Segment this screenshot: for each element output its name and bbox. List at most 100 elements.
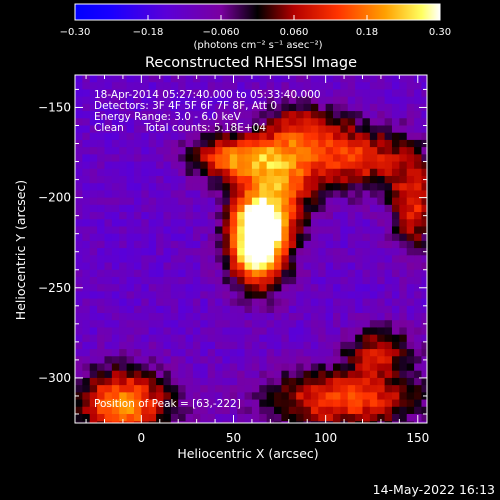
heatmap-cell [170,341,179,350]
heatmap-cell [156,298,165,307]
heatmap-cell [369,82,378,91]
heatmap-cell [185,233,194,242]
heatmap-cell [288,103,297,112]
heatmap-cell [215,204,224,213]
heatmap-cell [347,233,356,242]
heatmap-cell [119,154,128,163]
heatmap-cell [170,356,179,365]
heatmap-cell [340,320,349,329]
heatmap-cell [421,240,427,249]
heatmap-cell [303,219,312,228]
heatmap-cell [82,399,91,408]
heatmap-cell [170,349,179,357]
heatmap-cell [89,356,98,365]
heatmap-cell [222,320,231,329]
heatmap-cell [414,377,423,386]
heatmap-cell [192,96,201,105]
heatmap-cell [318,363,327,372]
heatmap-cell [414,82,423,91]
heatmap-cell [82,385,91,393]
heatmap-cell [244,356,253,365]
heatmap-cell [421,341,427,350]
heatmap-cell [141,276,150,285]
heatmap-cell [97,356,106,365]
heatmap-cell [266,212,275,220]
heatmap-cell [391,118,400,127]
heatmap-cell [369,334,378,343]
heatmap-cell [207,276,216,285]
heatmap-cell [163,370,172,379]
heatmap-cell [296,89,305,98]
heatmap-cell [288,413,297,422]
heatmap-cell [355,276,364,285]
heatmap-cell [89,334,98,343]
heatmap-cell [259,125,268,134]
heatmap-cell [185,248,194,256]
heatmap-cell [89,154,98,163]
heatmap-cell [97,327,106,336]
heatmap-cell [148,139,157,148]
heatmap-cell [133,262,142,271]
heatmap-cell [377,341,386,350]
heatmap-cell [178,363,187,372]
heatmap-cell [200,161,209,170]
heatmap-cell [399,262,408,271]
heatmap-cell [303,298,312,307]
heatmap-cell [156,175,165,184]
heatmap-cell [325,226,334,235]
heatmap-cell [362,132,371,141]
heatmap-cell [288,118,297,127]
heatmap-cell [237,183,246,191]
heatmap-cell [274,111,283,119]
heatmap-cell [288,197,297,206]
heatmap-cell [111,75,120,83]
heatmap-cell [89,161,98,170]
heatmap-cell [259,377,268,386]
heatmap-cell [251,356,260,365]
colorbar-tick-label: 0.060 [280,27,309,38]
heatmap-cell [303,363,312,372]
heatmap-cell [288,248,297,256]
heatmap-cell [156,291,165,300]
heatmap-cell [391,276,400,285]
heatmap-cell [384,399,393,408]
heatmap-cell [333,298,341,307]
heatmap-cell [237,421,246,423]
info-annotations: 18-Apr-2014 05:27:40.000 to 05:33:40.000… [94,89,321,410]
heatmap-cell [207,154,216,163]
heatmap-cell [119,240,128,249]
heatmap-cell [303,276,312,285]
heatmap-cell [318,305,327,314]
heatmap-cell [156,313,165,321]
heatmap-cell [207,291,216,300]
heatmap-cell [82,392,91,401]
heatmap-cell [303,190,312,199]
heatmap-cell [200,406,209,415]
heatmap-cell [391,313,400,321]
heatmap-cell [325,204,334,213]
heatmap-cell [421,75,427,83]
heatmap-cell [170,89,179,98]
heatmap-cell [178,392,187,401]
heatmap-cell [251,341,260,350]
heatmap-cell [325,255,334,264]
heatmap-cell [325,334,334,343]
heatmap-cell [156,349,165,357]
heatmap-cell [126,399,135,408]
heatmap-cell [156,233,165,242]
heatmap-cell [163,262,172,271]
heatmap-cell [148,147,157,155]
heatmap-cell [369,118,378,127]
heatmap-cell [156,377,165,386]
heatmap-cell [310,356,319,365]
heatmap-cell [97,421,106,423]
heatmap-cell [126,190,135,199]
heatmap-cell [89,255,98,264]
heatmap-cell [333,111,341,119]
heatmap-cell [133,197,142,206]
heatmap-cell [156,125,165,134]
heatmap-cell [296,298,305,307]
heatmap-cell [148,298,157,307]
heatmap-cell [414,175,423,184]
heatmap-cell [111,197,120,206]
